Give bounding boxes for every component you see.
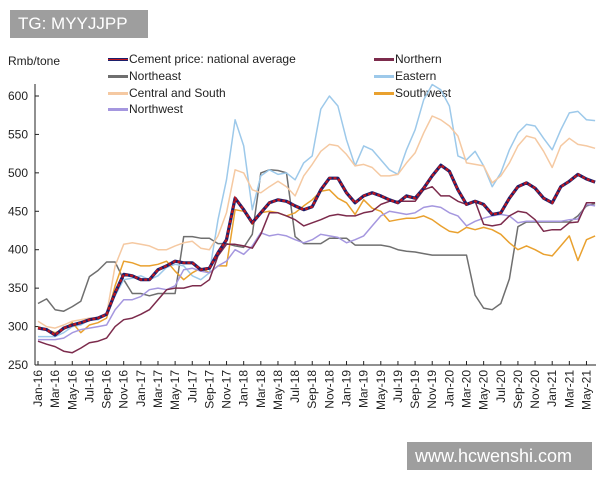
legend-swatch: [374, 57, 394, 61]
x-tick-label: May-16: [65, 370, 79, 410]
legend-item: Cement price: national average: [108, 52, 296, 66]
series-northwest-line: [38, 203, 596, 341]
legend-item: Northeast: [108, 69, 181, 83]
legend-item: Northwest: [108, 102, 183, 116]
x-tick-label: Jul-18: [288, 370, 302, 403]
y-tick-label: 250: [8, 358, 28, 372]
x-tick-label: Mar-20: [460, 370, 474, 408]
x-tick-label: Jul-17: [185, 370, 199, 403]
y-tick-label: 400: [8, 243, 28, 257]
y-tick-label: 600: [8, 89, 28, 103]
x-tick-label: May-20: [477, 370, 491, 410]
x-tick-label: Mar-19: [357, 370, 371, 408]
series-northwest: [38, 203, 596, 341]
y-tick-label: 300: [8, 320, 28, 334]
y-tick-label: 350: [8, 281, 28, 295]
series-eastern-line: [38, 83, 596, 338]
x-tick-label: Nov-17: [220, 370, 234, 409]
x-tick-label: Jul-19: [391, 370, 405, 403]
x-tick-label: Sep-20: [511, 370, 525, 409]
series-cement-price-national-average: [37, 163, 596, 337]
x-tick-label: May-18: [271, 370, 285, 410]
y-tick-label: 450: [8, 204, 28, 218]
legend-label: Northeast: [129, 69, 182, 83]
legend-item: Southwest: [374, 86, 451, 100]
x-tick-label: Jan-18: [237, 370, 251, 407]
legend-item: Central and South: [108, 86, 226, 100]
legend-label: Eastern: [395, 69, 437, 83]
legend-item: Eastern: [374, 69, 436, 83]
x-tick-label: Sep-16: [100, 370, 114, 409]
legend-label: Southwest: [395, 86, 452, 100]
legend-swatch: [108, 107, 128, 111]
series-central-and-south-line: [37, 115, 596, 329]
legend-swatch: [374, 74, 394, 78]
watermark-top: TG: MYYJJPP: [10, 10, 148, 38]
x-tick-label: Mar-18: [254, 370, 268, 408]
series-cement-price-national-average-accent: [37, 163, 596, 337]
x-tick-label: May-21: [579, 370, 593, 410]
x-tick-label: Mar-21: [562, 370, 576, 408]
x-tick-label: Nov-18: [322, 370, 336, 409]
x-tick-label: Sep-19: [408, 370, 422, 409]
legend-item: Northern: [374, 52, 442, 66]
series-central-and-south: [37, 115, 596, 329]
y-tick-label: 500: [8, 166, 28, 180]
legend-swatch: [108, 74, 128, 78]
legend-label: Cement price: national average: [129, 52, 296, 66]
x-tick-label: Mar-17: [151, 370, 165, 408]
x-tick-label: May-19: [374, 370, 388, 410]
legend-swatch: [108, 91, 128, 95]
x-tick-label: Sep-17: [202, 370, 216, 409]
y-tick-label: 550: [8, 127, 28, 141]
legend-label: Central and South: [129, 86, 226, 100]
x-tick-label: Sep-18: [305, 370, 319, 409]
legend-label: Northern: [395, 52, 442, 66]
x-tick-label: Jul-20: [494, 370, 508, 403]
x-tick-label: Nov-19: [425, 370, 439, 409]
legend-swatch: [374, 91, 394, 95]
series-northern: [37, 185, 596, 354]
x-tick-label: Jan-20: [442, 370, 456, 407]
x-tick-label: May-17: [168, 370, 182, 410]
x-tick-label: Jan-16: [31, 370, 45, 407]
x-tick-label: Jan-17: [134, 370, 148, 407]
series-northeast-line: [37, 169, 596, 312]
series-northern-line: [37, 185, 596, 354]
legend-label: Northwest: [129, 102, 184, 116]
x-tick-label: Nov-20: [528, 370, 542, 409]
x-tick-label: Jan-21: [545, 370, 559, 407]
x-tick-label: Jul-16: [82, 370, 96, 403]
series-eastern: [38, 83, 596, 338]
y-axis-label: Rmb/tone: [8, 54, 61, 68]
x-tick-label: Nov-16: [117, 370, 131, 409]
x-tick-label: Mar-16: [48, 370, 62, 408]
watermark-bottom: www.hcwenshi.com: [407, 442, 592, 470]
x-tick-label: Jan-19: [340, 370, 354, 407]
legend-swatch: [108, 57, 128, 61]
series-northeast: [37, 169, 596, 312]
